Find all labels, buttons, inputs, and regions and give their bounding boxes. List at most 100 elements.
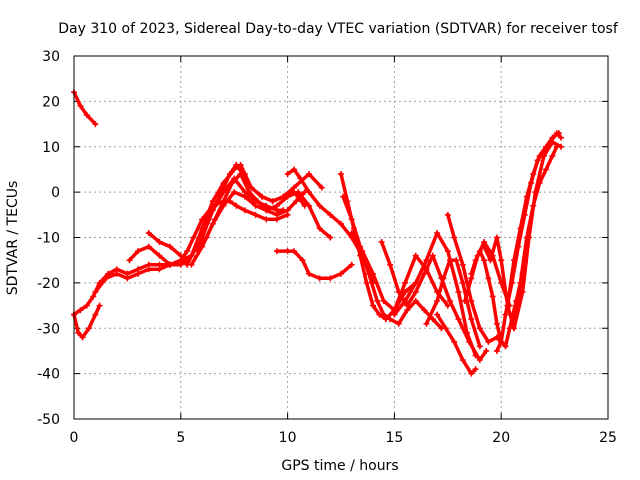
data-point bbox=[402, 298, 409, 305]
data-point bbox=[483, 347, 490, 354]
data-point bbox=[269, 198, 276, 205]
data-point bbox=[184, 248, 191, 255]
data-point bbox=[237, 170, 244, 177]
chart-title: Day 310 of 2023, Sidereal Day-to-day VTE… bbox=[58, 21, 619, 37]
data-point bbox=[145, 229, 152, 236]
data-point bbox=[530, 170, 537, 177]
data-point bbox=[348, 229, 355, 236]
data-point bbox=[338, 170, 344, 177]
y-tick-label: 10 bbox=[42, 140, 60, 156]
series-arc-6 bbox=[145, 161, 325, 268]
data-point bbox=[391, 311, 398, 318]
data-point bbox=[511, 257, 518, 264]
y-tick-label: -40 bbox=[37, 367, 60, 383]
data-point bbox=[370, 302, 377, 309]
data-point bbox=[476, 325, 483, 332]
data-point bbox=[156, 252, 163, 259]
data-point bbox=[241, 207, 248, 214]
data-point bbox=[220, 189, 227, 196]
data-point bbox=[485, 338, 492, 345]
data-point bbox=[446, 298, 453, 305]
data-point bbox=[429, 252, 436, 259]
data-point bbox=[472, 257, 479, 264]
data-point bbox=[145, 266, 152, 273]
data-point bbox=[429, 316, 436, 323]
data-point bbox=[258, 193, 265, 200]
data-point bbox=[338, 270, 344, 277]
data-point bbox=[378, 239, 385, 246]
data-point bbox=[85, 325, 92, 332]
data-point bbox=[380, 298, 387, 305]
data-point bbox=[237, 161, 244, 168]
data-point bbox=[305, 189, 312, 196]
data-point bbox=[558, 134, 565, 141]
data-point bbox=[421, 307, 428, 314]
data-point bbox=[299, 257, 306, 264]
data-series bbox=[71, 89, 565, 377]
data-point bbox=[412, 288, 419, 295]
series-arc-8 bbox=[194, 170, 308, 255]
data-point bbox=[459, 357, 466, 364]
data-point bbox=[440, 275, 447, 282]
data-point bbox=[327, 211, 334, 218]
data-point bbox=[472, 366, 479, 373]
data-point bbox=[291, 166, 298, 173]
data-point bbox=[220, 180, 227, 187]
data-point bbox=[77, 102, 84, 109]
data-point bbox=[517, 279, 524, 286]
data-point bbox=[504, 302, 511, 309]
data-point bbox=[530, 202, 537, 209]
data-point bbox=[177, 252, 184, 259]
x-axis-ticks: 0 5 10 15 20 25 bbox=[70, 56, 617, 446]
series-line bbox=[512, 145, 559, 331]
data-point bbox=[263, 207, 270, 214]
series-arc-9 bbox=[273, 248, 355, 282]
y-tick-label: 0 bbox=[51, 185, 60, 201]
data-point bbox=[167, 243, 174, 250]
y-tick-label: -10 bbox=[37, 231, 60, 247]
series-line bbox=[424, 258, 482, 349]
data-point bbox=[434, 298, 441, 305]
data-point bbox=[316, 202, 323, 209]
x-tick-label: 15 bbox=[385, 430, 403, 446]
data-point bbox=[476, 248, 483, 255]
data-point bbox=[83, 302, 90, 309]
data-point bbox=[434, 229, 441, 236]
data-point bbox=[402, 279, 409, 286]
plot-frame bbox=[73, 55, 609, 420]
data-point bbox=[248, 184, 255, 191]
data-point bbox=[523, 234, 530, 241]
series-arc-2 bbox=[71, 302, 103, 341]
data-point bbox=[254, 198, 261, 205]
data-point bbox=[523, 193, 530, 200]
data-point bbox=[293, 198, 300, 205]
data-point bbox=[493, 320, 500, 327]
data-point bbox=[327, 234, 334, 241]
data-point bbox=[167, 261, 174, 268]
data-point bbox=[423, 320, 430, 327]
data-point bbox=[246, 189, 253, 196]
data-point bbox=[444, 211, 451, 218]
data-point bbox=[103, 275, 110, 282]
data-point bbox=[412, 279, 419, 286]
data-point bbox=[421, 270, 428, 277]
series-arc-24 bbox=[504, 130, 562, 309]
data-point bbox=[487, 257, 494, 264]
y-tick-label: -20 bbox=[37, 276, 60, 292]
data-point bbox=[96, 302, 103, 309]
data-point bbox=[395, 288, 402, 295]
x-axis-label: GPS time / hours bbox=[281, 458, 398, 474]
data-point bbox=[455, 316, 462, 323]
data-point bbox=[493, 347, 500, 354]
data-point bbox=[459, 279, 466, 286]
data-point bbox=[231, 189, 238, 196]
data-point bbox=[305, 270, 312, 277]
data-point bbox=[423, 257, 430, 264]
series-arc-15 bbox=[391, 229, 479, 359]
data-point bbox=[459, 261, 466, 268]
data-point bbox=[476, 343, 483, 350]
y-axis-label: SDTVAR / TECUs bbox=[5, 181, 21, 296]
data-point bbox=[472, 352, 479, 359]
data-point bbox=[543, 143, 550, 150]
data-point bbox=[92, 121, 99, 128]
